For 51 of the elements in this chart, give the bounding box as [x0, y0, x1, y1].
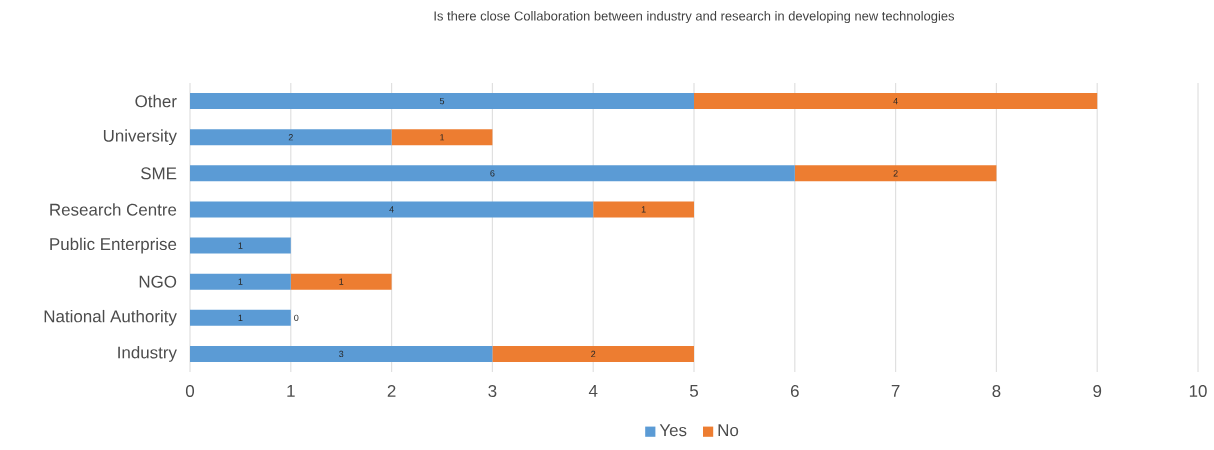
y-tick-label: SME: [141, 167, 177, 180]
data-label: 1: [238, 278, 243, 285]
data-label: 1: [238, 242, 243, 249]
x-tick-label: 4: [588, 385, 598, 397]
bar: [190, 129, 392, 146]
x-tick-label: 3: [488, 385, 497, 398]
data-label: 2: [893, 170, 898, 177]
x-tick-label: 7: [891, 385, 900, 397]
chart-title: Is there close Collaboration between industry and research in developing new technologies: [434, 11, 955, 24]
bar: [694, 93, 1098, 110]
bar: [492, 345, 695, 362]
bar: [190, 237, 291, 254]
y-tick-label: Public Enterprise: [50, 237, 177, 254]
x-tick-label: 8: [992, 385, 1001, 398]
x-tick-label: 2: [387, 385, 396, 397]
data-label: 4: [893, 98, 898, 105]
bar: [190, 309, 291, 326]
data-label: 0: [294, 314, 299, 321]
x-tick-label: 10: [1189, 385, 1207, 398]
bar: [190, 165, 795, 182]
data-label: 1: [440, 134, 445, 141]
bar: [391, 129, 493, 146]
data-label: 2: [591, 350, 596, 358]
bar: [190, 273, 291, 290]
data-label: 1: [641, 206, 646, 213]
x-tick-label: 6: [790, 385, 799, 398]
y-tick-label: Industry: [118, 346, 177, 362]
bar: [593, 201, 695, 218]
bar: [290, 273, 392, 290]
bar: [190, 201, 594, 218]
x-tick-label: 1: [287, 385, 295, 397]
y-tick-label: NGO: [139, 275, 177, 288]
x-tick-label: 5: [689, 385, 699, 397]
legend-label: No: [718, 424, 739, 437]
y-tick-label: National Authority: [44, 309, 177, 326]
data-label: 4: [389, 206, 394, 213]
data-label: 1: [339, 278, 344, 285]
data-label: 2: [288, 134, 293, 141]
data-label: 6: [490, 170, 495, 177]
bar: [190, 345, 493, 362]
y-tick-label: University: [103, 129, 177, 146]
bar: [190, 93, 695, 110]
y-tick-label: Research Centre: [50, 203, 177, 216]
data-label: 5: [439, 97, 445, 105]
x-tick-label: 0: [185, 385, 195, 398]
data-label: 3: [339, 350, 344, 358]
x-tick-label: 9: [1093, 385, 1102, 398]
legend-label: Yes: [659, 424, 687, 437]
bar: [794, 165, 997, 182]
data-label: 1: [238, 314, 243, 321]
y-tick-label: Other: [135, 94, 177, 108]
